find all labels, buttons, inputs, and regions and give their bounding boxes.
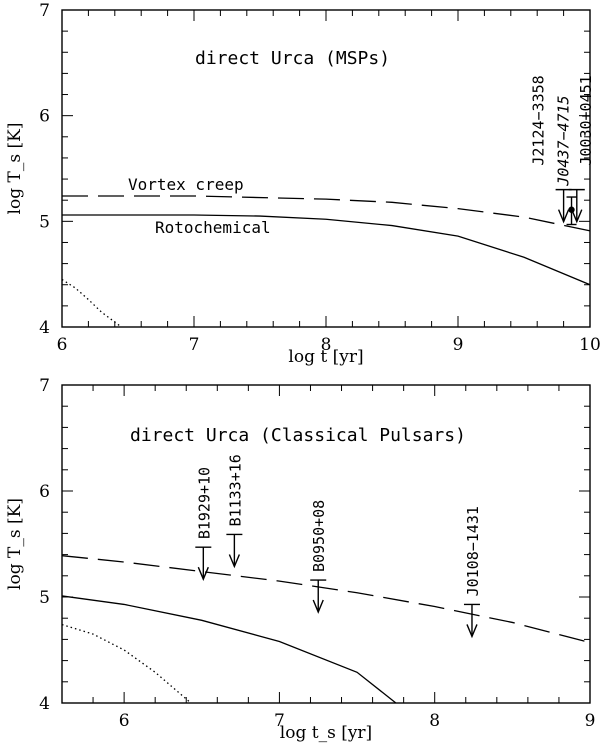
x-axis-label: log t_s [yr]: [280, 723, 372, 743]
y-axis-label: log T_s [K]: [5, 123, 25, 215]
limit-arrow-head: [197, 566, 209, 581]
y-tick-label: 5: [39, 588, 50, 608]
limit-arrow-head: [228, 554, 241, 569]
panel-title: direct Urca (Classical Pulsars): [130, 425, 466, 446]
panel-1: 6 7 8 9 10 4 5 6 7 log t [yr] log T_s [K] direct Ur…: [5, 1, 600, 367]
observation-label: B0950+08: [310, 500, 328, 572]
plot-frame: [61, 384, 591, 704]
observation-label: J0030+0451: [577, 75, 595, 165]
y-tick-label: 6: [39, 482, 50, 502]
y-tick-label: 7: [39, 1, 50, 21]
limit-arrow-head: [312, 599, 324, 614]
observation-marker: B1929+10: [195, 467, 213, 581]
observation-marker: J2124−3358: [530, 75, 572, 224]
y-tick-label: 4: [39, 694, 50, 714]
y-tick-label: 7: [39, 376, 50, 396]
observation-label: J0108−1431: [464, 506, 482, 596]
series-line-dotted: [62, 278, 122, 327]
series-label: Rotochemical: [155, 218, 271, 237]
series-line-dotted: [62, 623, 192, 703]
x-axis-label: log t [yr]: [288, 347, 363, 367]
x-tick-label: 9: [585, 711, 596, 731]
observation-label: J2124−3358: [530, 75, 548, 165]
y-tick-label: 5: [39, 212, 50, 232]
observation-label: B1929+10: [195, 467, 213, 539]
x-tick-label: 9: [453, 335, 464, 355]
limit-arrow-head: [466, 624, 478, 639]
series-line-dashed: [62, 195, 590, 232]
series-line-solid: [62, 595, 397, 703]
x-tick-label: 8: [429, 711, 440, 731]
limit-arrow-head: [557, 209, 570, 224]
observation-label: J0437−4715: [555, 95, 573, 186]
x-tick-label: 7: [189, 335, 200, 355]
panel-title: direct Urca (MSPs): [195, 48, 390, 69]
y-axis-label: log T_s [K]: [5, 498, 25, 590]
x-tick-label: 6: [57, 335, 68, 355]
observation-marker: J0437−4715: [555, 95, 577, 226]
limit-arrow-head: [571, 209, 583, 224]
x-tick-label: 10: [579, 335, 600, 355]
x-tick-label: 8: [321, 335, 332, 355]
y-tick-label: 6: [39, 107, 50, 127]
observation-marker: B0950+08: [310, 500, 328, 614]
data-point: [568, 206, 575, 213]
observation-label: B1133+16: [226, 454, 244, 526]
observation-marker: J0108−1431: [463, 506, 482, 639]
observation-marker: J0030+0451: [568, 75, 595, 224]
y-tick-label: 4: [39, 318, 50, 338]
series-line-solid: [62, 214, 590, 286]
x-tick-label: 7: [274, 711, 285, 731]
series-label: Vortex creep: [128, 175, 244, 194]
x-tick-label: 6: [119, 711, 130, 731]
observation-marker: B1133+16: [226, 454, 244, 569]
